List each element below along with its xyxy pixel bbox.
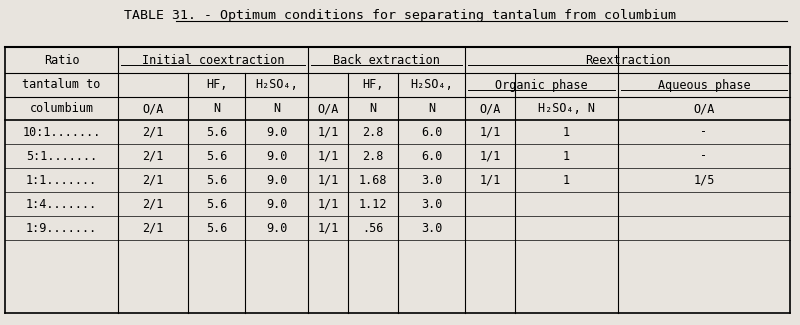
Text: Aqueous phase: Aqueous phase bbox=[658, 79, 750, 92]
Text: O/A: O/A bbox=[318, 102, 338, 115]
Text: 3.0: 3.0 bbox=[421, 198, 442, 211]
Text: 1/1: 1/1 bbox=[479, 150, 501, 162]
Text: 1/1: 1/1 bbox=[479, 174, 501, 187]
Text: N: N bbox=[370, 102, 377, 115]
Text: 6.0: 6.0 bbox=[421, 150, 442, 162]
Text: Ratio: Ratio bbox=[44, 54, 79, 67]
Text: 3.0: 3.0 bbox=[421, 174, 442, 187]
Text: -: - bbox=[701, 150, 707, 162]
Text: 1: 1 bbox=[563, 125, 570, 138]
Text: HF,: HF, bbox=[362, 79, 384, 92]
Text: N: N bbox=[428, 102, 435, 115]
Text: 1/1: 1/1 bbox=[318, 150, 338, 162]
Text: 2/1: 2/1 bbox=[142, 222, 164, 235]
Text: 1.12: 1.12 bbox=[358, 198, 387, 211]
Text: 5:1.......: 5:1....... bbox=[26, 150, 97, 162]
Text: 9.0: 9.0 bbox=[266, 125, 287, 138]
Text: 2.8: 2.8 bbox=[362, 150, 384, 162]
Text: tantalum to: tantalum to bbox=[22, 79, 101, 92]
Text: 10:1.......: 10:1....... bbox=[22, 125, 101, 138]
Text: H₂SO₄,: H₂SO₄, bbox=[410, 79, 453, 92]
Text: 1/1: 1/1 bbox=[318, 174, 338, 187]
Text: 9.0: 9.0 bbox=[266, 150, 287, 162]
Text: 2.8: 2.8 bbox=[362, 125, 384, 138]
Text: 1.68: 1.68 bbox=[358, 174, 387, 187]
Text: 1:4.......: 1:4....... bbox=[26, 198, 97, 211]
Text: TABLE 31. - Optimum conditions for separating tantalum from columbium: TABLE 31. - Optimum conditions for separ… bbox=[124, 9, 676, 22]
Text: HF,: HF, bbox=[206, 79, 227, 92]
Text: 3.0: 3.0 bbox=[421, 222, 442, 235]
Text: O/A: O/A bbox=[142, 102, 164, 115]
Text: 9.0: 9.0 bbox=[266, 222, 287, 235]
Text: 5.6: 5.6 bbox=[206, 222, 227, 235]
Text: N: N bbox=[273, 102, 280, 115]
Text: 6.0: 6.0 bbox=[421, 125, 442, 138]
Text: Organic phase: Organic phase bbox=[495, 79, 588, 92]
Text: 1:1.......: 1:1....... bbox=[26, 174, 97, 187]
Text: Reextraction: Reextraction bbox=[585, 54, 670, 67]
Text: 5.6: 5.6 bbox=[206, 150, 227, 162]
Text: 2/1: 2/1 bbox=[142, 174, 164, 187]
Text: 2/1: 2/1 bbox=[142, 125, 164, 138]
Text: O/A: O/A bbox=[479, 102, 501, 115]
Text: Back extraction: Back extraction bbox=[333, 54, 440, 67]
Text: 9.0: 9.0 bbox=[266, 174, 287, 187]
Text: 1/1: 1/1 bbox=[318, 198, 338, 211]
Text: 1: 1 bbox=[563, 150, 570, 162]
Text: 2/1: 2/1 bbox=[142, 150, 164, 162]
Text: O/A: O/A bbox=[694, 102, 714, 115]
Text: -: - bbox=[701, 125, 707, 138]
Text: 1/1: 1/1 bbox=[318, 125, 338, 138]
Text: H₂SO₄,: H₂SO₄, bbox=[255, 79, 298, 92]
Text: 5.6: 5.6 bbox=[206, 125, 227, 138]
Text: 1: 1 bbox=[563, 174, 570, 187]
Text: 1/1: 1/1 bbox=[479, 125, 501, 138]
Text: 1/5: 1/5 bbox=[694, 174, 714, 187]
Text: N: N bbox=[213, 102, 220, 115]
Text: columbium: columbium bbox=[30, 102, 94, 115]
Text: 5.6: 5.6 bbox=[206, 198, 227, 211]
Text: H₂SO₄, N: H₂SO₄, N bbox=[538, 102, 595, 115]
Text: 5.6: 5.6 bbox=[206, 174, 227, 187]
Text: 2/1: 2/1 bbox=[142, 198, 164, 211]
Text: 1/1: 1/1 bbox=[318, 222, 338, 235]
Text: .56: .56 bbox=[362, 222, 384, 235]
Text: 9.0: 9.0 bbox=[266, 198, 287, 211]
Text: 1:9.......: 1:9....... bbox=[26, 222, 97, 235]
Text: Initial coextraction: Initial coextraction bbox=[142, 54, 284, 67]
